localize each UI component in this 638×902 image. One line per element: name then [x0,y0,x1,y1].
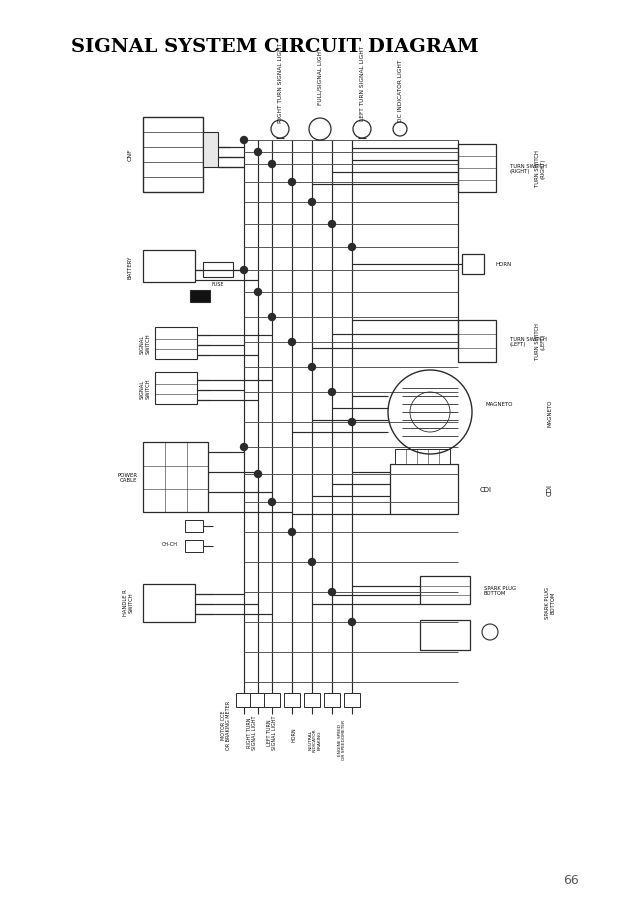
Bar [390,465,458,514]
Bar [395,449,450,465]
Text: SPARK PLUG
BOTTOM: SPARK PLUG BOTTOM [484,585,516,595]
Text: BATTERY: BATTERY [128,255,133,279]
Circle shape [255,150,262,156]
Bar [462,254,484,275]
Text: TURN SWITCH
(LEFT): TURN SWITCH (LEFT) [535,323,545,360]
Bar [344,694,360,707]
Circle shape [348,619,355,626]
Text: MAGNETO: MAGNETO [485,402,512,407]
Circle shape [348,419,355,426]
Circle shape [241,444,248,451]
Bar [203,262,233,278]
Text: ENGINE SPEED
OR SPEEDOMETER: ENGINE SPEED OR SPEEDOMETER [338,719,346,759]
Circle shape [241,137,248,144]
Text: CH-CH: CH-CH [162,542,178,547]
Text: SIGNAL
SWITCH: SIGNAL SWITCH [140,334,151,354]
Circle shape [309,364,316,371]
Text: TURN SWITCH
(RIGHT): TURN SWITCH (RIGHT) [535,151,545,188]
Bar [284,694,300,707]
Text: 66: 66 [563,873,579,886]
Text: LEFT TURN SIGNAL LIGHT: LEFT TURN SIGNAL LIGHT [359,45,364,121]
Circle shape [329,221,336,228]
Text: CDI: CDI [547,483,553,495]
Text: CNF: CNF [128,149,133,161]
Circle shape [255,290,262,296]
Bar [143,584,195,622]
Text: FUSE: FUSE [212,281,224,286]
Text: POWER
CABLE: POWER CABLE [118,472,138,483]
Text: RIGHT TURN
SIGNAL LIGHT: RIGHT TURN SIGNAL LIGHT [247,715,257,750]
Bar [420,621,470,650]
Bar [458,145,496,193]
Bar [304,694,320,707]
Bar [324,694,340,707]
Bar [143,443,208,512]
Text: HANDLE R
SWITCH: HANDLE R SWITCH [122,589,133,616]
Circle shape [269,499,276,506]
Text: FULL/SIGNAL LIGHT: FULL/SIGNAL LIGHT [318,47,322,105]
Bar [203,133,218,168]
Circle shape [329,389,336,396]
Circle shape [348,244,355,252]
Text: SIGNAL SYSTEM CIRCUIT DIAGRAM: SIGNAL SYSTEM CIRCUIT DIAGRAM [71,38,478,56]
Text: TURN SWITCH
(RIGHT): TURN SWITCH (RIGHT) [510,163,547,174]
Text: NEUTRAL
INDICATOR
BRAKING: NEUTRAL INDICATOR BRAKING [308,727,322,751]
Circle shape [329,589,336,596]
Circle shape [288,339,295,346]
Circle shape [288,529,295,536]
Text: HORN: HORN [496,262,512,267]
Circle shape [309,559,316,566]
Circle shape [255,471,262,478]
Circle shape [241,267,248,274]
Bar [143,118,203,193]
Text: SIGNAL
SWITCH: SIGNAL SWITCH [140,378,151,399]
Text: SPARK PLUG
BOTTOM: SPARK PLUG BOTTOM [545,586,556,618]
Bar [236,694,252,707]
Bar [185,520,203,532]
Bar [458,320,496,363]
Bar [155,373,197,405]
Bar [190,290,210,303]
Bar [143,251,195,282]
Text: MAGNETO: MAGNETO [547,399,553,427]
Text: DC INDICATOR LIGHT: DC INDICATOR LIGHT [397,60,403,122]
Text: HORN: HORN [292,727,297,741]
Circle shape [269,161,276,169]
Bar [420,576,470,604]
Circle shape [269,314,276,321]
Circle shape [309,199,316,207]
Circle shape [288,179,295,187]
Bar [185,540,203,552]
Text: TURN SWITCH
(LEFT): TURN SWITCH (LEFT) [510,336,547,347]
Text: LEFT TURN
SIGNAL LIGHT: LEFT TURN SIGNAL LIGHT [267,715,278,750]
Text: MOTOR CCE
OR BRAKING METER: MOTOR CCE OR BRAKING METER [221,700,232,749]
Text: CDI: CDI [480,486,492,492]
Text: RIGHT TURN SIGNAL LIGHT: RIGHT TURN SIGNAL LIGHT [278,43,283,123]
Bar [250,694,266,707]
Bar [264,694,280,707]
Bar [155,327,197,360]
